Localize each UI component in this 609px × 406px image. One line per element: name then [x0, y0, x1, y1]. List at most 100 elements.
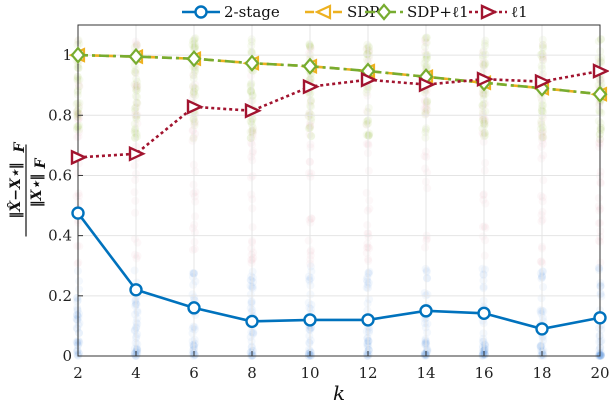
- trial-dot: [539, 53, 548, 62]
- trial-dot: [74, 115, 83, 124]
- y-tick-label: 0.6: [48, 166, 72, 184]
- data-point: [245, 314, 259, 329]
- trial-dot: [72, 337, 81, 346]
- trial-dot: [479, 284, 488, 293]
- trial-dot: [365, 328, 374, 337]
- trial-dot: [594, 202, 603, 211]
- data-point: [314, 4, 332, 20]
- x-tick-label: 8: [247, 364, 257, 382]
- trial-dot: [307, 348, 316, 357]
- trial-dot: [246, 281, 255, 290]
- trial-dot: [306, 44, 315, 53]
- trial-dot: [306, 97, 315, 106]
- trial-dot: [133, 132, 142, 141]
- trial-dot: [132, 345, 141, 354]
- trial-dot: [246, 333, 255, 342]
- trial-dot: [306, 143, 315, 152]
- trial-dot: [478, 108, 487, 117]
- trial-dot: [248, 129, 257, 138]
- trial-dot: [420, 96, 429, 105]
- trial-dot: [538, 70, 547, 79]
- trial-dot: [364, 83, 373, 92]
- trial-dot: [365, 326, 374, 335]
- x-tick-label: 4: [131, 364, 141, 382]
- trial-dot: [421, 351, 430, 360]
- trial-dot: [596, 337, 605, 346]
- trial-dot: [481, 36, 490, 45]
- trial-dot: [190, 323, 199, 332]
- trial-dot: [191, 350, 200, 359]
- trial-dot: [306, 305, 315, 314]
- trial-dot: [191, 118, 200, 127]
- trial-dot: [539, 151, 548, 160]
- trial-dot: [248, 328, 257, 337]
- trial-dot: [364, 131, 373, 140]
- data-point: [128, 47, 144, 66]
- legend-item: SDP: [305, 3, 379, 21]
- trial-dot: [423, 168, 432, 177]
- trial-dot: [75, 82, 84, 91]
- trial-dot: [133, 314, 142, 323]
- trial-dot: [133, 99, 142, 108]
- trial-dot: [479, 347, 488, 356]
- trial-dot: [307, 214, 316, 223]
- trial-dot: [539, 176, 548, 185]
- trial-dot: [188, 40, 197, 49]
- trial-dot: [73, 316, 82, 325]
- trial-dot: [421, 128, 430, 137]
- trial-dot: [538, 123, 547, 132]
- trial-dot: [539, 336, 548, 345]
- trial-dot: [420, 288, 429, 297]
- trial-dot: [191, 197, 200, 206]
- trial-dot: [538, 40, 547, 49]
- trial-dot: [364, 131, 373, 140]
- trial-dot: [246, 276, 255, 285]
- trial-dot: [191, 277, 200, 286]
- trial-dot: [536, 342, 545, 351]
- trial-dot: [478, 124, 487, 133]
- trial-dot: [131, 196, 140, 205]
- trial-dot: [305, 338, 314, 347]
- trial-dot: [304, 345, 313, 354]
- trial-dot: [247, 71, 256, 80]
- trial-dot: [362, 139, 371, 148]
- trial-dot: [539, 44, 548, 53]
- trial-dot: [478, 101, 487, 110]
- trial-dot: [73, 40, 82, 49]
- trial-dot: [73, 241, 82, 250]
- series-2-stage: [71, 206, 607, 336]
- trial-dot: [248, 284, 257, 293]
- trial-dot: [131, 106, 140, 115]
- trial-dot: [307, 267, 316, 276]
- trial-dot: [249, 328, 258, 337]
- x-tick-label: 18: [532, 364, 551, 382]
- x-tick-label: 12: [358, 364, 377, 382]
- trial-dot: [362, 248, 371, 257]
- data-point: [129, 283, 143, 297]
- trial-dot: [364, 269, 373, 278]
- trial-dot: [73, 112, 82, 121]
- trial-dot: [597, 292, 606, 301]
- trial-dot: [247, 41, 256, 50]
- trial-dot: [481, 100, 490, 109]
- trial-dot: [423, 184, 432, 193]
- trial-dot: [72, 107, 81, 116]
- trial-dot: [190, 121, 199, 130]
- data-point: [186, 98, 204, 115]
- trial-dot: [190, 117, 199, 126]
- legend-item: ℓ1: [469, 3, 528, 21]
- trial-dot: [362, 327, 371, 336]
- trial-dot: [422, 347, 431, 356]
- trial-dot: [362, 275, 371, 284]
- trial-dot: [190, 228, 199, 237]
- trial-dot: [480, 222, 489, 231]
- trial-dot: [72, 192, 81, 201]
- trial-dot: [73, 346, 82, 355]
- trial-dot: [422, 266, 431, 275]
- trial-dot: [131, 124, 140, 133]
- trial-dot: [190, 84, 199, 93]
- trial-dot: [479, 195, 488, 204]
- trial-dot: [248, 171, 257, 180]
- trial-dot: [480, 251, 489, 260]
- trial-dot: [307, 131, 316, 140]
